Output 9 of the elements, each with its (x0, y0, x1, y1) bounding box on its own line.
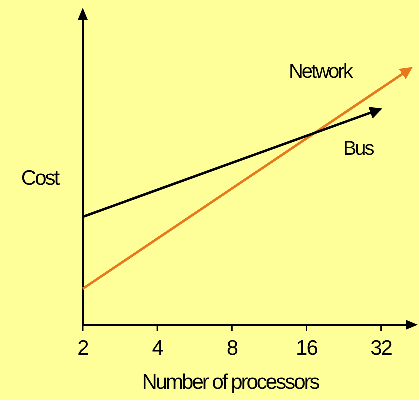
x-tick-label: 2 (78, 337, 89, 360)
series-label: Bus (343, 138, 375, 160)
x-tick-label: 32 (370, 337, 392, 360)
x-tick-label: 8 (226, 337, 238, 360)
series-label: Network (288, 61, 354, 83)
x-axis-title: Number of processors (142, 371, 320, 394)
x-tick-label: 16 (296, 337, 318, 360)
x-tick-label: 4 (152, 337, 164, 360)
y-axis-title: Cost (21, 167, 60, 190)
